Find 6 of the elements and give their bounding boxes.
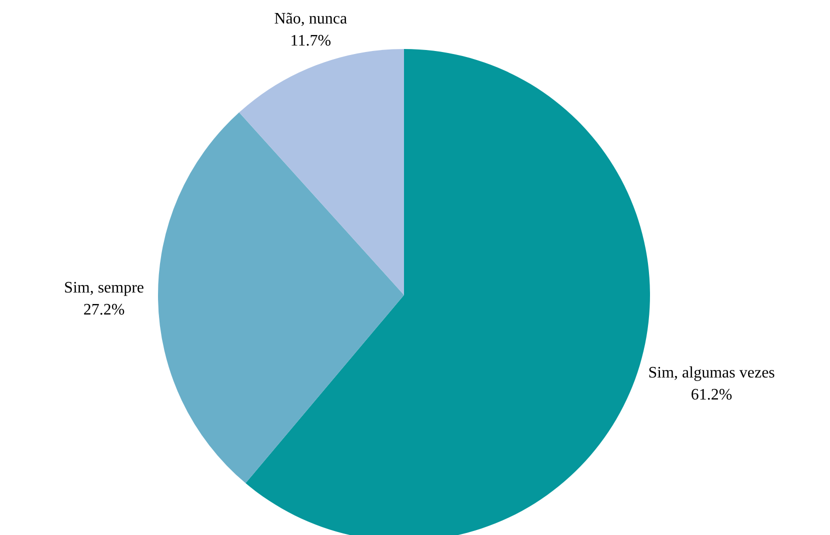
data-label: 11.7% [290,32,332,50]
slice-label: Sim, algumas vezes [648,364,775,382]
slice-label: Não, nunca [274,10,348,28]
slice-label: Sim, sempre [64,280,144,297]
data-label: 61.2% [690,386,732,404]
data-label: 27.2% [83,302,125,319]
